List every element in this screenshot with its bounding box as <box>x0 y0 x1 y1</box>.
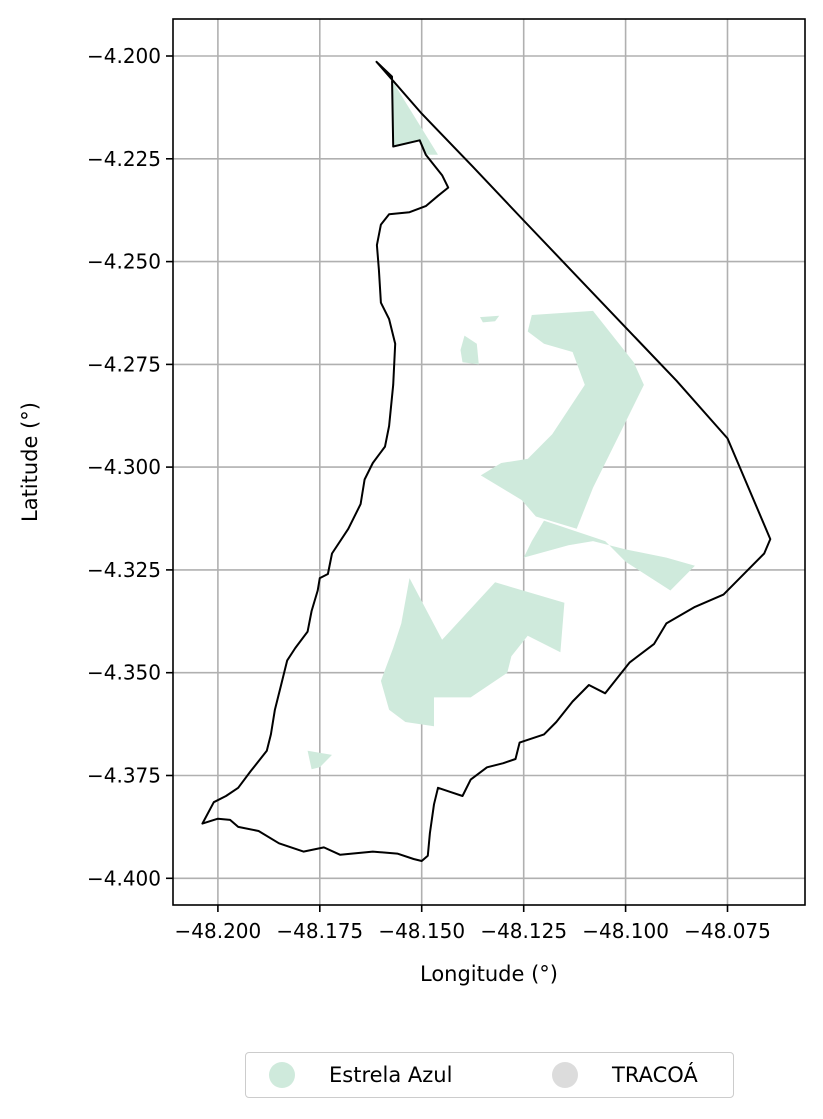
y-tick-label: −4.250 <box>87 250 161 274</box>
estrela-azul-area <box>307 750 332 770</box>
traco-boundary-outline <box>201 60 772 862</box>
legend-marker-estrela-azul <box>269 1061 295 1088</box>
legend-label-estrela-azul: Estrela Azul <box>329 1062 453 1087</box>
x-tick-label: −48.075 <box>684 919 771 943</box>
legend-item-estrela-azul: Estrela Azul <box>269 1053 452 1096</box>
estrela-azul-area <box>460 335 479 365</box>
y-axis-label: Latitude (°) <box>18 402 42 522</box>
estrela-azul-areas <box>307 72 695 770</box>
y-tick-label: −4.275 <box>87 352 161 376</box>
axis-ticks: −48.200 −48.175 −48.150 −48.125 −48.100 −48.0… <box>87 44 771 943</box>
y-tick-label: −4.350 <box>87 661 161 685</box>
x-tick-label: −48.200 <box>175 919 262 943</box>
estrela-azul-area <box>523 520 695 591</box>
legend-label-traco: TRACOÁ <box>612 1062 698 1087</box>
y-tick-label: −4.200 <box>87 44 161 68</box>
estrela-azul-area <box>480 310 644 529</box>
y-tick-label: −4.375 <box>87 764 161 788</box>
x-axis-label: Longitude (°) <box>420 962 558 986</box>
x-tick-label: −48.175 <box>276 919 363 943</box>
plot-frame <box>172 18 806 906</box>
x-tick-label: −48.125 <box>480 919 567 943</box>
legend-item-traco: TRACOÁ <box>552 1053 698 1096</box>
y-tick-label: −4.400 <box>87 866 161 890</box>
y-tick-label: −4.300 <box>87 455 161 479</box>
y-tick-label: −4.325 <box>87 558 161 582</box>
estrela-azul-area <box>380 578 565 727</box>
estrela-azul-area <box>480 315 500 323</box>
x-tick-label: −48.150 <box>378 919 465 943</box>
legend-marker-traco <box>552 1061 578 1088</box>
traco-boundary <box>201 60 772 862</box>
estrela-azul-area <box>387 72 438 155</box>
plot-area-background <box>173 19 805 905</box>
y-tick-label: −4.225 <box>87 147 161 171</box>
legend: Estrela Azul TRACOÁ <box>245 1052 734 1098</box>
x-tick-label: −48.100 <box>582 919 669 943</box>
